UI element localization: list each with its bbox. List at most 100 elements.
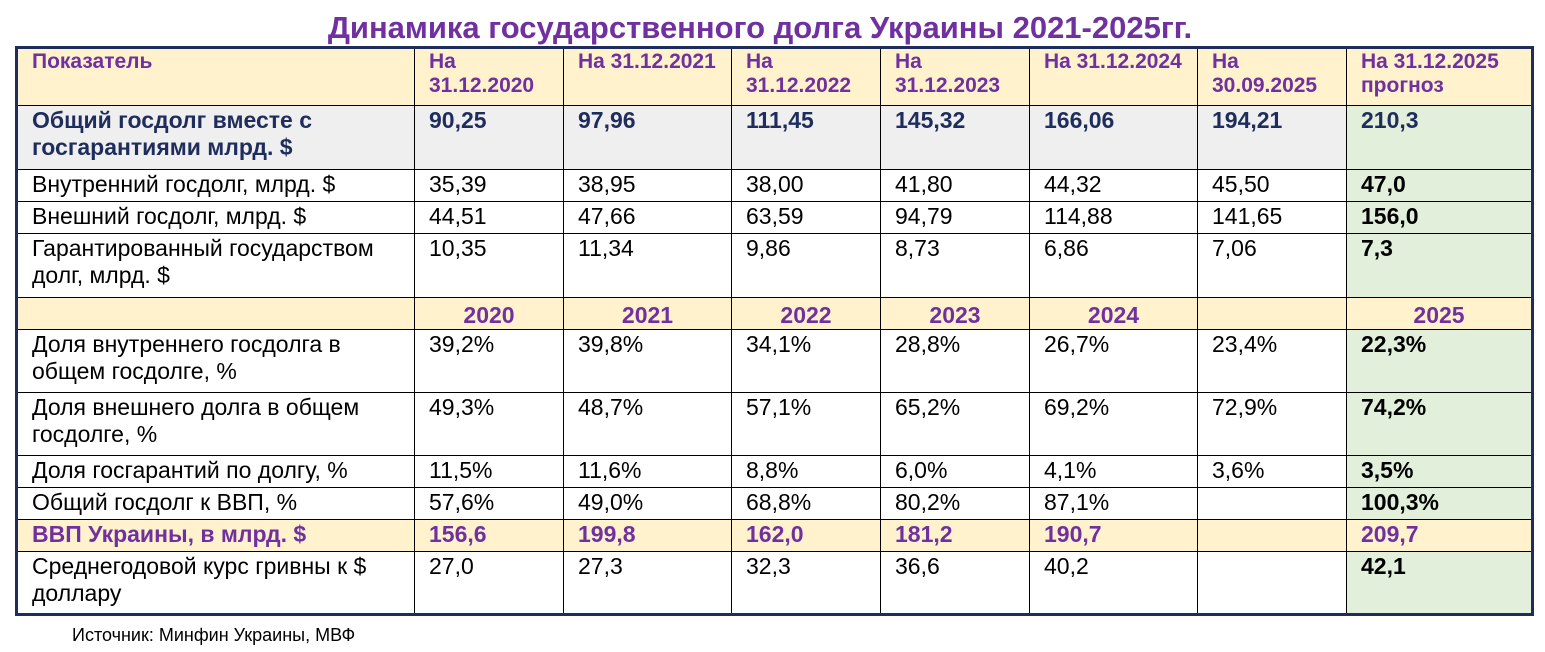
cell: 11,6% [563, 455, 732, 488]
cell: 3,6% [1197, 455, 1347, 488]
cell: 41,80 [880, 169, 1030, 202]
cell: 94,79 [880, 201, 1030, 234]
gdp-row: ВВП Украины, в млрд. $ 156,6 199,8 162,0… [16, 519, 1533, 552]
row-label: Доля внутреннего госдолга в общем госдол… [16, 329, 415, 393]
cell: 40,2 [1029, 551, 1198, 615]
table-row: Общий госдолг вместе с госгарантиями млр… [16, 105, 1533, 170]
cell: 156,6 [414, 519, 564, 552]
years-row: 2020 2021 2022 2023 2024 2025 [16, 297, 1533, 330]
year-cell: 2024 [1029, 297, 1198, 330]
forecast-cell: 100,3% [1346, 487, 1533, 520]
cell: 190,7 [1029, 519, 1198, 552]
cell: 32,3 [731, 551, 881, 615]
year-cell [1197, 297, 1347, 330]
cell: 49,3% [414, 392, 564, 456]
forecast-cell: 7,3 [1346, 233, 1533, 298]
cell: 35,39 [414, 169, 564, 202]
cell: 162,0 [731, 519, 881, 552]
cell: 69,2% [1029, 392, 1198, 456]
header-col: На 31.12.2021 [563, 47, 732, 106]
cell: 28,8% [880, 329, 1030, 393]
year-cell: 2023 [880, 297, 1030, 330]
cell: 97,96 [563, 105, 732, 170]
cell: 11,5% [414, 455, 564, 488]
cell: 9,86 [731, 233, 881, 298]
row-label: Внутренний госдолг, млрд. $ [16, 169, 415, 202]
cell: 8,8% [731, 455, 881, 488]
table-row: Общий госдолг к ВВП, % 57,6% 49,0% 68,8%… [16, 487, 1533, 520]
cell: 39,2% [414, 329, 564, 393]
cell: 57,1% [731, 392, 881, 456]
table-row: Среднегодовой курс гривны к $ доллару 27… [16, 551, 1533, 615]
cell: 39,8% [563, 329, 732, 393]
cell: 11,34 [563, 233, 732, 298]
cell: 10,35 [414, 233, 564, 298]
table-row: Внутренний госдолг, млрд. $ 35,39 38,95 … [16, 169, 1533, 202]
table-row: Доля госгарантий по долгу, % 11,5% 11,6%… [16, 455, 1533, 488]
cell: 4,1% [1029, 455, 1198, 488]
table-row: Гарантированный государством долг, млрд.… [16, 233, 1533, 298]
cell: 6,0% [880, 455, 1030, 488]
cell: 38,95 [563, 169, 732, 202]
cell: 72,9% [1197, 392, 1347, 456]
cell [1197, 487, 1347, 520]
cell: 90,25 [414, 105, 564, 170]
year-cell-forecast: 2025 [1346, 297, 1533, 330]
cell: 141,65 [1197, 201, 1347, 234]
year-label-empty [16, 297, 415, 330]
row-label: Гарантированный государством долг, млрд.… [16, 233, 415, 298]
cell: 6,86 [1029, 233, 1198, 298]
cell: 57,6% [414, 487, 564, 520]
forecast-cell: 156,0 [1346, 201, 1533, 234]
forecast-cell: 209,7 [1346, 519, 1533, 552]
table-row: Внешний госдолг, млрд. $ 44,51 47,66 63,… [16, 201, 1533, 234]
year-cell: 2021 [563, 297, 732, 330]
cell: 7,06 [1197, 233, 1347, 298]
header-col: На 31.12.2020 [414, 47, 564, 106]
debt-table: Показатель На 31.12.2020 На 31.12.2021 Н… [15, 46, 1534, 616]
row-label: ВВП Украины, в млрд. $ [16, 519, 415, 552]
cell: 23,4% [1197, 329, 1347, 393]
cell: 145,32 [880, 105, 1030, 170]
forecast-cell: 47,0 [1346, 169, 1533, 202]
cell: 87,1% [1029, 487, 1198, 520]
row-label: Общий госдолг к ВВП, % [16, 487, 415, 520]
cell [1197, 551, 1347, 615]
header-label: Показатель [16, 47, 415, 106]
cell: 194,21 [1197, 105, 1347, 170]
header-col: На 31.12.2022 [731, 47, 881, 106]
table-row: Доля внутреннего госдолга в общем госдол… [16, 329, 1533, 393]
cell: 38,00 [731, 169, 881, 202]
cell: 45,50 [1197, 169, 1347, 202]
year-cell: 2020 [414, 297, 564, 330]
cell: 181,2 [880, 519, 1030, 552]
cell: 199,8 [563, 519, 732, 552]
header-row: Показатель На 31.12.2020 На 31.12.2021 Н… [16, 47, 1533, 106]
cell: 166,06 [1029, 105, 1198, 170]
cell: 48,7% [563, 392, 732, 456]
header-col: На 30.09.2025 [1197, 47, 1347, 106]
row-label: Внешний госдолг, млрд. $ [16, 201, 415, 234]
cell: 34,1% [731, 329, 881, 393]
cell: 47,66 [563, 201, 732, 234]
forecast-cell: 3,5% [1346, 455, 1533, 488]
cell: 44,51 [414, 201, 564, 234]
cell: 68,8% [731, 487, 881, 520]
forecast-cell: 42,1 [1346, 551, 1533, 615]
cell: 8,73 [880, 233, 1030, 298]
forecast-cell: 210,3 [1346, 105, 1533, 170]
cell: 27,3 [563, 551, 732, 615]
cell: 63,59 [731, 201, 881, 234]
cell: 80,2% [880, 487, 1030, 520]
forecast-cell: 22,3% [1346, 329, 1533, 393]
cell: 49,0% [563, 487, 732, 520]
cell: 26,7% [1029, 329, 1198, 393]
cell: 36,6 [880, 551, 1030, 615]
cell: 65,2% [880, 392, 1030, 456]
header-col: На 31.12.2023 [880, 47, 1030, 106]
row-label: Среднегодовой курс гривны к $ доллару [16, 551, 415, 615]
page-title: Динамика государственного долга Украины … [327, 10, 1193, 45]
header-col-forecast: На 31.12.2025 прогноз [1346, 47, 1533, 106]
row-label: Общий госдолг вместе с госгарантиями млр… [16, 105, 415, 170]
source-note: Источник: Минфин Украины, МВФ [72, 625, 356, 645]
